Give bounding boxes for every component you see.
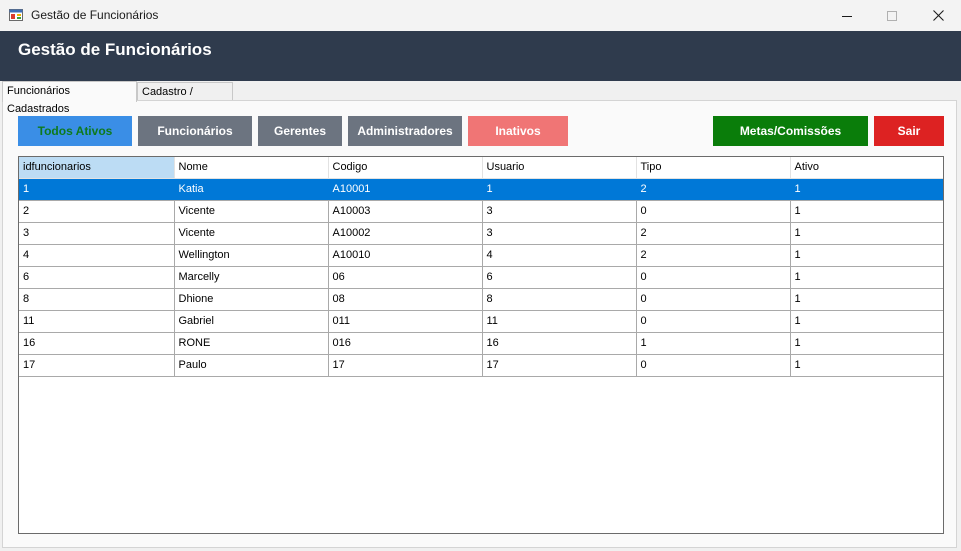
idfuncionarios-cell[interactable]: 17 [19, 354, 175, 377]
tipo-cell[interactable]: 0 [636, 354, 791, 377]
tipo-cell[interactable]: 0 [636, 200, 791, 223]
ativo-cell[interactable]: 1 [790, 288, 943, 311]
codigo-cell[interactable]: A10010 [328, 244, 483, 267]
tipo-cell[interactable]: 1 [636, 332, 791, 355]
minimize-icon [842, 11, 852, 21]
ativo-cell[interactable]: 1 [790, 332, 943, 355]
ativo-cell[interactable]: 1 [790, 266, 943, 289]
column-header-ativo[interactable]: Ativo [790, 157, 943, 179]
employees-table: idfuncionarios Nome Codigo Usuario Tipo … [19, 157, 943, 377]
minimize-button[interactable] [824, 0, 870, 31]
maximize-icon [887, 10, 897, 21]
usuario-cell[interactable]: 8 [482, 288, 637, 311]
nome-cell[interactable]: Marcelly [174, 266, 329, 289]
tab-funcionarios-cadastrados[interactable]: Funcionários Cadastrados [2, 81, 137, 115]
usuario-cell[interactable]: 4 [482, 244, 637, 267]
maximize-button[interactable] [869, 0, 915, 31]
usuario-cell[interactable]: 3 [482, 200, 637, 223]
window-title: Gestão de Funcionários [31, 8, 159, 22]
usuario-cell[interactable]: 17 [482, 354, 637, 377]
table-row[interactable]: 6 Marcelly 06 6 0 1 [19, 266, 943, 289]
table-row[interactable]: 2 Vicente A10003 3 0 1 [19, 200, 943, 223]
tipo-cell[interactable]: 2 [636, 222, 791, 245]
codigo-cell[interactable]: A10001 [328, 178, 483, 201]
tipo-cell[interactable]: 0 [636, 288, 791, 311]
app-header: Gestão de Funcionários [0, 31, 961, 81]
idfuncionarios-cell[interactable]: 11 [19, 310, 175, 333]
app-window-icon [9, 8, 23, 22]
gerentes-button[interactable]: Gerentes [258, 116, 342, 146]
codigo-cell[interactable]: 08 [328, 288, 483, 311]
table-row[interactable]: 8 Dhione 08 8 0 1 [19, 288, 943, 311]
tipo-cell[interactable]: 2 [636, 178, 791, 201]
tipo-cell[interactable]: 0 [636, 266, 791, 289]
codigo-cell[interactable]: 06 [328, 266, 483, 289]
table-row[interactable]: 1 Katia A10001 1 2 1 [19, 178, 943, 201]
table-row[interactable]: 17 Paulo 17 17 0 1 [19, 354, 943, 377]
column-header-codigo[interactable]: Codigo [328, 157, 483, 179]
tab-label: Funcionários Cadastrados [7, 85, 70, 115]
column-header-nome[interactable]: Nome [174, 157, 329, 179]
nome-cell[interactable]: Gabriel [174, 310, 329, 333]
usuario-cell[interactable]: 1 [482, 178, 637, 201]
sair-button[interactable]: Sair [874, 116, 944, 146]
ativo-cell[interactable]: 1 [790, 310, 943, 333]
tab-strip: Funcionários Cadastrados Cadastro / Ediç… [0, 81, 961, 116]
table-row[interactable]: 11 Gabriel 011 11 0 1 [19, 310, 943, 333]
ativo-cell[interactable]: 1 [790, 244, 943, 267]
administradores-button[interactable]: Administradores [348, 116, 462, 146]
codigo-cell[interactable]: 17 [328, 354, 483, 377]
codigo-cell[interactable]: A10003 [328, 200, 483, 223]
close-button[interactable] [915, 0, 961, 31]
idfuncionarios-cell[interactable]: 16 [19, 332, 175, 355]
page-title: Gestão de Funcionários [18, 40, 212, 59]
nome-cell[interactable]: Vicente [174, 200, 329, 223]
codigo-cell[interactable]: A10002 [328, 222, 483, 245]
idfuncionarios-cell[interactable]: 8 [19, 288, 175, 311]
usuario-cell[interactable]: 3 [482, 222, 637, 245]
column-header-usuario[interactable]: Usuario [482, 157, 637, 179]
ativo-cell[interactable]: 1 [790, 354, 943, 377]
ativo-cell[interactable]: 1 [790, 178, 943, 201]
table-header-row: idfuncionarios Nome Codigo Usuario Tipo … [19, 157, 943, 179]
tab-cadastro-edicao[interactable]: Cadastro / Edição [137, 82, 233, 116]
tipo-cell[interactable]: 0 [636, 310, 791, 333]
ativo-cell[interactable]: 1 [790, 200, 943, 223]
column-header-tipo[interactable]: Tipo [636, 157, 791, 179]
idfuncionarios-cell[interactable]: 4 [19, 244, 175, 267]
ativo-cell[interactable]: 1 [790, 222, 943, 245]
todos-ativos-button[interactable]: Todos Ativos [18, 116, 132, 146]
idfuncionarios-cell[interactable]: 2 [19, 200, 175, 223]
idfuncionarios-cell[interactable]: 6 [19, 266, 175, 289]
metas-comissoes-button[interactable]: Metas/Comissões [713, 116, 868, 146]
codigo-cell[interactable]: 016 [328, 332, 483, 355]
usuario-cell[interactable]: 6 [482, 266, 637, 289]
nome-cell[interactable]: RONE [174, 332, 329, 355]
usuario-cell[interactable]: 16 [482, 332, 637, 355]
nome-cell[interactable]: Katia [174, 178, 329, 201]
idfuncionarios-cell[interactable]: 1 [19, 178, 175, 201]
idfuncionarios-cell[interactable]: 3 [19, 222, 175, 245]
nome-cell[interactable]: Paulo [174, 354, 329, 377]
nome-cell[interactable]: Vicente [174, 222, 329, 245]
column-header-idfuncionarios[interactable]: idfuncionarios [19, 157, 175, 179]
table-row[interactable]: 3 Vicente A10002 3 2 1 [19, 222, 943, 245]
close-icon [932, 10, 944, 21]
funcionarios-button[interactable]: Funcionários [138, 116, 252, 146]
table-row[interactable]: 4 Wellington A10010 4 2 1 [19, 244, 943, 267]
table-row[interactable]: 16 RONE 016 16 1 1 [19, 332, 943, 355]
nome-cell[interactable]: Dhione [174, 288, 329, 311]
tipo-cell[interactable]: 2 [636, 244, 791, 267]
codigo-cell[interactable]: 011 [328, 310, 483, 333]
employees-grid[interactable]: idfuncionarios Nome Codigo Usuario Tipo … [18, 156, 944, 534]
inativos-button[interactable]: Inativos [468, 116, 568, 146]
window-title-bar: Gestão de Funcionários [0, 0, 961, 31]
usuario-cell[interactable]: 11 [482, 310, 637, 333]
nome-cell[interactable]: Wellington [174, 244, 329, 267]
